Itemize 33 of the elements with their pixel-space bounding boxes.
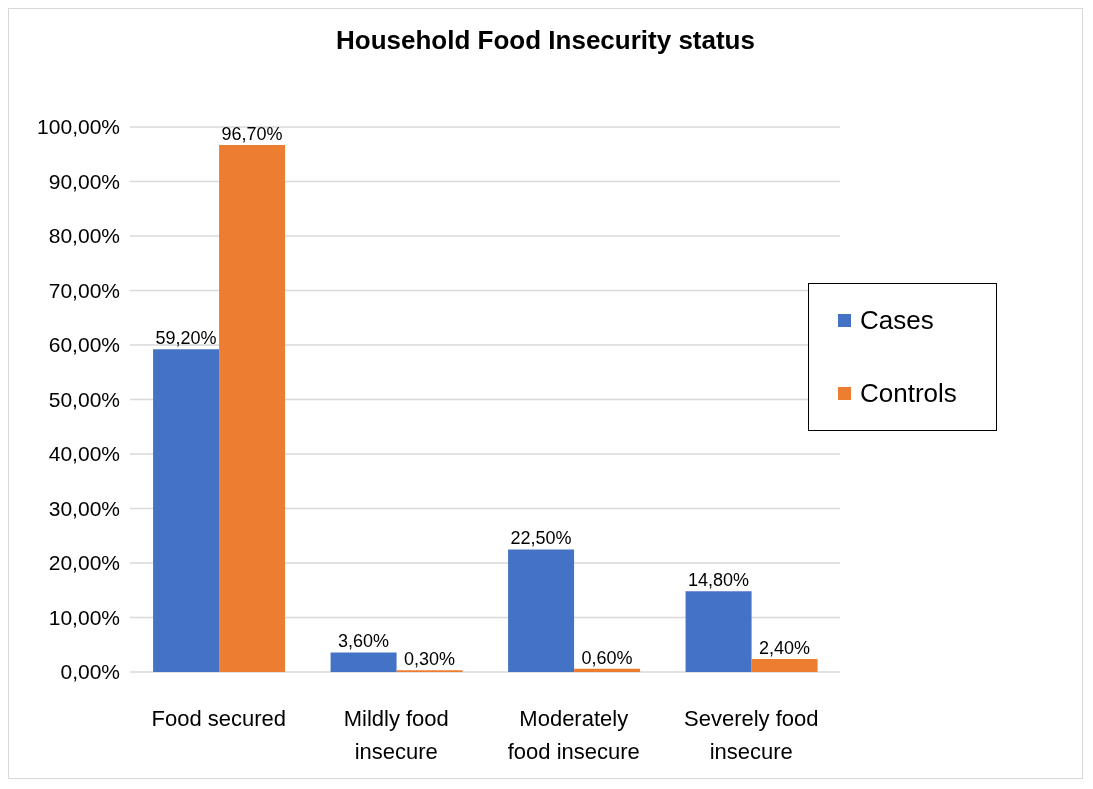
data-label: 0,30% xyxy=(404,649,456,670)
data-label: 0,60% xyxy=(581,647,633,668)
legend-label: Controls xyxy=(860,378,957,409)
y-tick-label: 100,00% xyxy=(37,115,120,139)
legend-label: Cases xyxy=(860,305,934,336)
bar xyxy=(330,652,397,672)
y-tick-label: 30,00% xyxy=(48,496,120,520)
chart-title: Household Food Insecurity status xyxy=(335,24,756,57)
y-tick-label: 90,00% xyxy=(48,169,120,193)
data-label: 3,60% xyxy=(338,631,390,652)
data-label: 96,70% xyxy=(221,123,283,144)
bar xyxy=(751,658,818,672)
bar xyxy=(508,549,575,672)
x-tick-label: Moderately food insecure xyxy=(507,706,640,764)
y-tick-label: 80,00% xyxy=(48,224,120,248)
y-tick-label: 20,00% xyxy=(48,551,120,575)
y-tick-label: 10,00% xyxy=(48,605,120,629)
y-tick-label: 0,00% xyxy=(60,660,120,684)
y-tick-label: 50,00% xyxy=(48,387,120,411)
data-label: 14,80% xyxy=(688,570,750,591)
data-label: 59,20% xyxy=(155,328,217,349)
x-tick-label: Mildly food insecure xyxy=(343,706,449,764)
x-tick-label: Food secured xyxy=(151,706,287,731)
y-tick-label: 60,00% xyxy=(48,333,120,357)
bar xyxy=(219,144,286,672)
bar xyxy=(685,591,752,672)
data-label: 2,40% xyxy=(759,637,811,658)
y-tick-label: 70,00% xyxy=(48,278,120,302)
bar xyxy=(153,349,220,672)
y-tick-label: 40,00% xyxy=(48,442,120,466)
data-label: 22,50% xyxy=(510,528,572,549)
bar xyxy=(574,668,641,672)
x-tick-label: Severely food insecure xyxy=(683,706,819,764)
